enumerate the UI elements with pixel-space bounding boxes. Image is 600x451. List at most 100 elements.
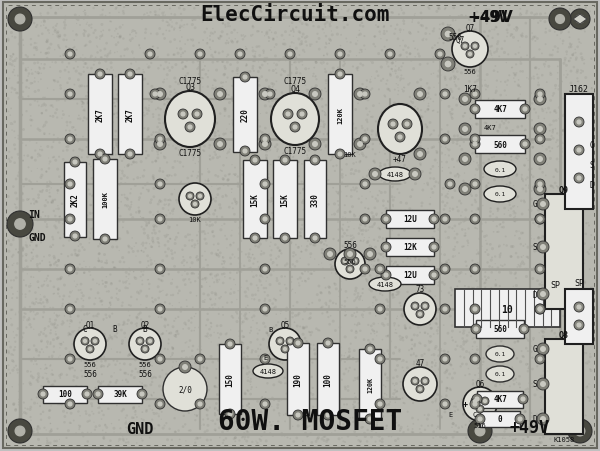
Point [237, 81, 247, 88]
Point [225, 100, 235, 107]
Point [475, 235, 484, 243]
Point [509, 283, 518, 290]
Text: -49V: -49V [472, 10, 508, 25]
Point [376, 32, 385, 39]
Point [319, 380, 329, 387]
Point [122, 175, 132, 182]
Point [97, 265, 107, 272]
Point [166, 198, 176, 205]
Point [500, 368, 509, 375]
Point [502, 372, 511, 379]
Point [98, 92, 107, 100]
Point [71, 59, 81, 66]
Point [181, 210, 191, 217]
Circle shape [537, 343, 549, 355]
Point [358, 312, 367, 319]
Point [132, 314, 142, 321]
Point [362, 348, 371, 355]
Point [569, 246, 579, 253]
Point [394, 12, 404, 19]
Point [283, 119, 293, 126]
Point [73, 206, 83, 213]
Point [299, 179, 309, 187]
Point [155, 198, 164, 206]
Point [92, 43, 101, 51]
Point [283, 344, 293, 351]
Point [97, 138, 107, 145]
Point [558, 339, 568, 346]
Point [123, 285, 133, 292]
Circle shape [473, 138, 477, 142]
Point [222, 330, 232, 337]
Text: 516: 516 [473, 422, 487, 428]
Point [26, 307, 36, 314]
Point [43, 439, 52, 446]
Point [242, 178, 251, 185]
Point [281, 229, 290, 236]
Point [562, 49, 571, 56]
Point [434, 226, 443, 234]
Point [348, 203, 358, 211]
Point [82, 212, 92, 220]
Point [519, 354, 529, 361]
Point [318, 425, 328, 433]
Point [556, 79, 565, 87]
Point [252, 44, 262, 51]
Point [71, 299, 80, 306]
Point [301, 21, 311, 28]
Point [142, 219, 151, 226]
Point [203, 40, 212, 47]
Point [247, 314, 257, 322]
Point [107, 281, 116, 288]
Point [565, 406, 574, 413]
Point [379, 350, 389, 357]
Point [230, 218, 240, 226]
Point [187, 198, 197, 206]
Point [110, 265, 120, 272]
Point [257, 403, 266, 410]
Point [455, 329, 465, 336]
Point [211, 219, 220, 226]
Point [433, 6, 443, 13]
Point [12, 418, 22, 425]
Point [188, 17, 197, 24]
Point [279, 55, 289, 62]
Point [491, 24, 501, 32]
Point [114, 397, 124, 405]
Point [464, 69, 474, 77]
Point [367, 257, 377, 264]
Point [273, 401, 283, 409]
Point [30, 400, 40, 407]
Point [518, 230, 528, 237]
Point [583, 203, 592, 210]
Point [581, 220, 591, 227]
Point [568, 307, 578, 314]
Point [297, 391, 307, 398]
Point [451, 74, 460, 82]
Point [34, 394, 44, 401]
Point [132, 439, 142, 446]
Point [229, 122, 239, 129]
Point [65, 312, 75, 319]
Point [362, 126, 372, 133]
Point [211, 405, 220, 412]
Bar [219, 344, 241, 414]
Point [178, 272, 187, 279]
Point [186, 364, 196, 372]
Point [260, 139, 269, 147]
Point [554, 257, 563, 264]
Point [554, 323, 564, 331]
Point [329, 353, 338, 360]
Circle shape [155, 179, 165, 189]
Point [322, 51, 332, 58]
Point [236, 408, 245, 415]
Point [551, 284, 561, 291]
Point [498, 263, 508, 270]
Point [370, 328, 379, 335]
Point [394, 143, 404, 150]
Point [427, 359, 437, 366]
Point [87, 226, 97, 233]
Point [425, 382, 434, 389]
Point [443, 146, 452, 153]
Point [245, 378, 255, 385]
